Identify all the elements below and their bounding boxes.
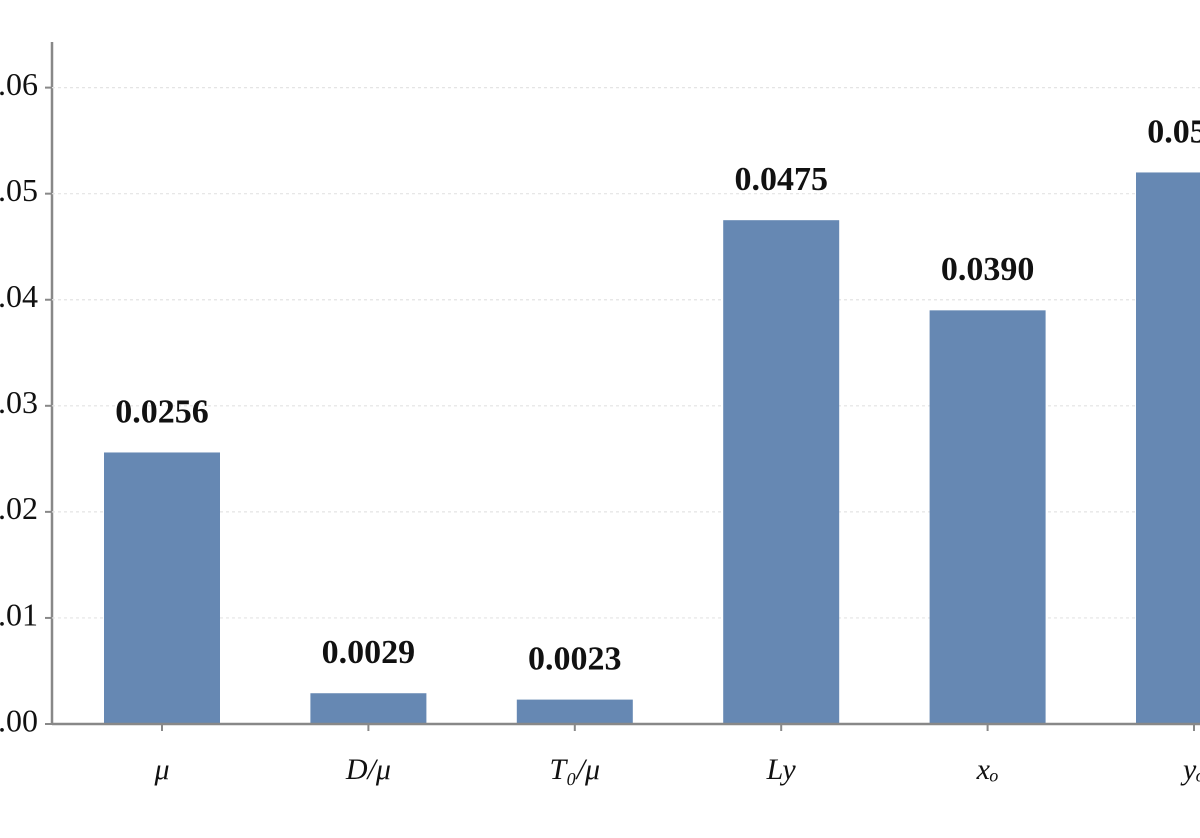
value-label: 0.0475 (734, 161, 828, 198)
y-tick-label: 0.02 (0, 490, 38, 526)
value-label: 0.0520 (1147, 113, 1200, 150)
value-label: 0.0256 (115, 393, 209, 430)
x-tick-label: Ly (766, 753, 797, 786)
y-tick-label: 0.00 (0, 702, 38, 738)
bar (929, 310, 1046, 724)
value-label: 0.0390 (941, 251, 1035, 288)
bar (104, 452, 220, 724)
bar (516, 699, 633, 724)
x-tick-label: μ (153, 753, 169, 786)
x-tick-label: T₀/μ (550, 753, 601, 786)
y-tick-label: 0.06 (0, 66, 38, 102)
x-tick-label: xₒ (976, 753, 999, 786)
bar (1136, 172, 1200, 725)
value-label: 0.0023 (528, 640, 622, 677)
bar (723, 220, 840, 724)
y-tick-label: 0.03 (0, 384, 38, 420)
y-tick-label: 0.01 (0, 596, 38, 632)
bar (310, 693, 427, 724)
value-label: 0.0029 (322, 634, 416, 671)
x-tick-label: D/μ (345, 753, 391, 786)
x-tick-label: yₒ (1180, 753, 1200, 786)
y-tick-label: 0.05 (0, 172, 38, 208)
y-tick-label: 0.04 (0, 278, 38, 314)
